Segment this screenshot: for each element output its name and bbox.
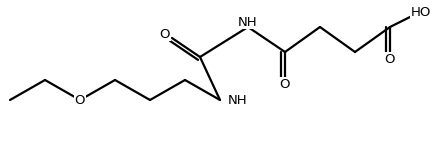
Text: O: O <box>75 93 85 106</box>
Text: O: O <box>384 52 395 66</box>
Text: O: O <box>159 27 170 41</box>
Text: NH: NH <box>227 93 247 106</box>
Text: O: O <box>279 77 289 91</box>
Text: HO: HO <box>410 5 430 19</box>
Text: NH: NH <box>238 15 257 29</box>
